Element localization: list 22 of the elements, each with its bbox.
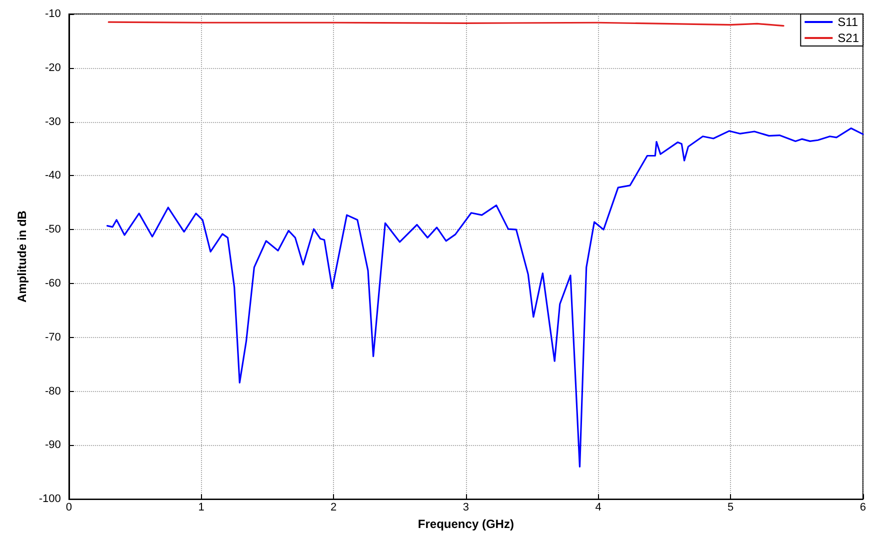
y-tick-label: -30 xyxy=(45,116,61,128)
line-series xyxy=(106,127,864,468)
legend-label: S21 xyxy=(838,31,860,45)
legend-label: S11 xyxy=(838,15,858,29)
y-tick-label: -70 xyxy=(45,331,61,344)
y-tick-label: -50 xyxy=(45,224,61,236)
x-tick-label: 0 xyxy=(66,502,72,514)
x-axis-title: Frequency (GHz) xyxy=(418,517,514,531)
y-tick-label: -90 xyxy=(45,439,61,452)
y-tick-label: -100 xyxy=(38,493,61,506)
y-tick-label: -20 xyxy=(45,62,61,74)
y-axis-title: Amplitude in dB xyxy=(15,210,29,303)
x-tick-label: 2 xyxy=(330,502,337,514)
x-tick-label: 1 xyxy=(198,502,204,514)
x-tick-label: 5 xyxy=(728,502,734,514)
y-tick-label: -40 xyxy=(45,170,61,182)
y-tick-label: -10 xyxy=(45,8,61,20)
y-tick-label: -80 xyxy=(45,385,61,398)
x-tick-label: 3 xyxy=(462,502,469,514)
x-tick-label: 6 xyxy=(860,502,866,514)
y-tick-label: -60 xyxy=(45,278,61,290)
x-tick-label: 4 xyxy=(595,502,602,514)
